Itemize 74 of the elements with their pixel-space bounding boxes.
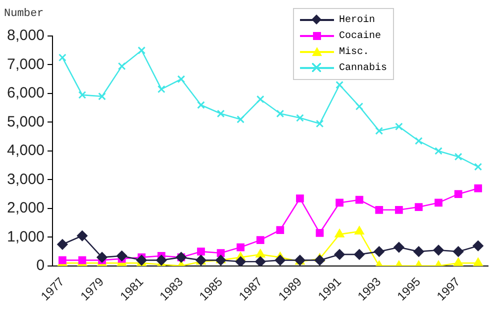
y-tick-label: 0 [36,257,45,274]
point [236,115,245,124]
y-tick-label: 1,000 [6,228,45,246]
point [414,203,423,211]
y-tick-label: 6,000 [6,84,45,102]
y-tick-label: 3,000 [6,170,45,188]
y-tick-label: 8,000 [6,27,45,44]
point [454,152,462,161]
point [453,246,464,257]
point [255,256,266,266]
point [256,236,264,244]
point [336,80,344,89]
y-tick-label: 4,000 [6,142,45,160]
point [473,258,483,266]
point [413,246,424,257]
point [274,254,286,266]
point [354,226,364,234]
point [235,256,246,266]
point [118,62,126,70]
point [454,190,462,198]
point [197,248,205,256]
point [276,226,284,234]
point [216,110,225,118]
y-axis-title: Number [4,8,44,20]
point [256,95,264,104]
point [472,240,484,252]
y-tick-label: 2,000 [6,200,45,217]
point [394,122,403,130]
point [177,75,186,84]
point [116,250,128,262]
point [354,249,365,260]
point [434,198,442,207]
y-tick-label: 5,000 [6,113,45,130]
point [96,252,108,263]
point [197,101,205,109]
point [334,229,344,238]
point [296,114,304,122]
point [316,120,324,128]
point [454,258,463,266]
y-tick-label: 7,000 [6,56,45,73]
point [374,246,384,257]
point [316,228,324,237]
point [414,136,423,145]
point [256,249,266,258]
point [98,92,106,100]
point [394,206,403,214]
point [58,54,66,62]
point [355,196,364,204]
point [394,242,404,253]
point [355,102,364,110]
legend-label: Misc. [339,46,370,58]
point [474,184,482,192]
point [57,239,68,250]
point [434,147,442,155]
point [336,198,344,207]
point [433,244,444,256]
point [334,249,345,260]
point [157,85,166,94]
point [474,162,482,171]
point [296,194,304,202]
legend-label: Heroin [339,14,376,26]
point [138,46,146,54]
point [236,243,245,252]
point [375,126,384,135]
legend-label: Cocaine [339,30,382,42]
point [76,230,88,242]
legend-label: Cannabis [339,62,388,74]
point [78,90,86,99]
point [276,110,284,118]
point [136,254,147,266]
point [375,206,384,214]
point [156,254,167,266]
point [314,254,326,266]
point [216,249,225,257]
